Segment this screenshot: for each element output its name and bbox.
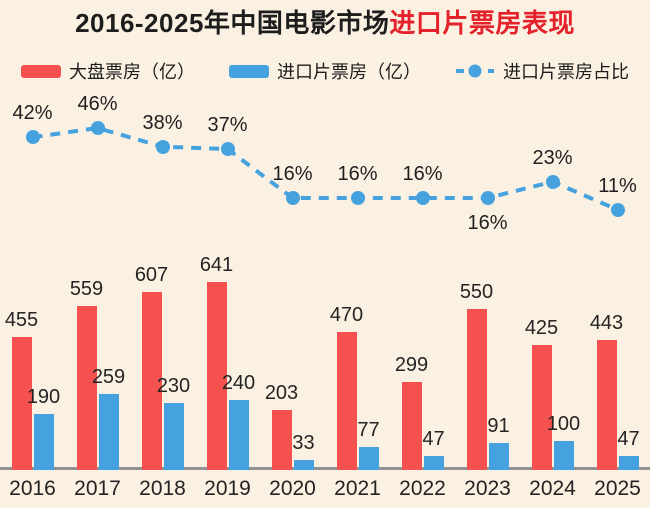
x-axis-line: [0, 467, 650, 470]
share-point-2024: [545, 174, 560, 189]
import-value-label-2018: 230: [156, 374, 191, 397]
year-label-2016: 2016: [9, 477, 56, 500]
import-value-label-2020: 33: [292, 432, 315, 455]
gross-bar-2017: [76, 306, 97, 470]
import-value-label-2017: 259: [91, 366, 126, 389]
import-bar-2022: [423, 456, 444, 470]
gross-bar-2025: [596, 340, 617, 470]
import-bar-2016: [33, 414, 54, 470]
gross-bar-2016: [11, 336, 32, 470]
import-bar-2025: [618, 456, 639, 470]
year-label-2019: 2019: [204, 477, 251, 500]
legend-label-gross: 大盘票房（亿）: [69, 62, 195, 82]
legend-item-gross-boxoffice: 大盘票房（亿）: [21, 58, 195, 84]
share-point-2025: [610, 202, 625, 217]
gross-value-label-2020: 203: [264, 382, 299, 405]
import-value-label-2021: 77: [357, 419, 380, 442]
legend: 大盘票房（亿） 进口片票房（亿） 进口片票房占比: [0, 57, 650, 85]
gross-bar-2023: [466, 308, 487, 470]
gross-bar-2022: [401, 382, 422, 470]
gross-bar-2024: [531, 345, 552, 470]
share-label-2016: 42%: [12, 102, 53, 125]
chart-title: 2016-2025年中国电影市场进口片票房表现: [0, 6, 650, 40]
import-value-label-2016: 190: [26, 386, 61, 409]
year-label-2024: 2024: [529, 477, 576, 500]
year-label-2025: 2025: [594, 477, 641, 500]
import-bar-2021: [358, 447, 379, 470]
year-label-2021: 2021: [334, 477, 381, 500]
share-point-2018: [155, 139, 170, 154]
import-value-label-2019: 240: [221, 371, 256, 394]
chart-title-highlight: 进口片票房表现: [389, 8, 575, 38]
import-value-label-2024: 100: [546, 412, 581, 435]
gross-value-label-2018: 607: [134, 263, 169, 286]
import-bar-2017: [98, 394, 119, 470]
share-point-2022: [415, 190, 430, 205]
gross-value-label-2021: 470: [329, 304, 364, 327]
import-bar-2024: [553, 440, 574, 470]
chart-title-prefix: 2016-2025年中国电影市场: [75, 8, 390, 38]
import-bar-2023: [488, 443, 509, 470]
share-label-2020: 16%: [272, 163, 313, 185]
import-value-label-2023: 91: [487, 415, 510, 438]
gross-value-label-2022: 299: [394, 354, 429, 377]
gross-value-label-2025: 443: [589, 312, 624, 335]
share-label-2018: 38%: [142, 111, 183, 134]
share-point-2021: [350, 190, 365, 205]
share-label-2022: 16%: [402, 163, 443, 185]
year-label-2023: 2023: [464, 477, 511, 500]
legend-item-import-share: 进口片票房占比: [455, 58, 629, 84]
year-label-2020: 2020: [269, 477, 316, 500]
gross-value-label-2016: 455: [4, 308, 39, 331]
year-label-2018: 2018: [139, 477, 186, 500]
share-label-2024: 23%: [532, 146, 573, 169]
year-label-2017: 2017: [74, 477, 121, 500]
share-label-2021: 16%: [337, 163, 378, 185]
gross-bar-2020: [271, 410, 292, 470]
year-label-2022: 2022: [399, 477, 446, 500]
share-point-2019: [220, 141, 235, 156]
share-point-2020: [285, 190, 300, 205]
legend-label-import: 进口片票房（亿）: [277, 62, 421, 82]
gross-bar-2019: [206, 281, 227, 470]
import-value-label-2025: 47: [617, 428, 640, 451]
legend-item-import-boxoffice: 进口片票房（亿）: [229, 58, 421, 84]
legend-label-share: 进口片票房占比: [503, 62, 629, 82]
dashed-line-dot-icon: [455, 64, 495, 78]
import-bar-2019: [228, 399, 249, 470]
blue-bar-swatch-icon: [229, 64, 269, 78]
gross-value-label-2017: 559: [69, 278, 104, 300]
gross-bar-2021: [336, 332, 357, 470]
share-point-2023: [480, 190, 495, 205]
gross-value-label-2023: 550: [459, 280, 494, 303]
gross-bar-2018: [141, 291, 162, 470]
share-label-2025: 11%: [598, 174, 637, 197]
import-value-label-2022: 47: [422, 428, 445, 451]
share-label-2019: 37%: [207, 114, 248, 136]
gross-value-label-2019: 641: [199, 253, 234, 276]
share-label-2017: 46%: [77, 93, 118, 115]
share-point-2016: [25, 130, 40, 145]
share-label-2023: 16%: [467, 212, 508, 234]
gross-value-label-2024: 425: [524, 317, 559, 340]
share-point-2017: [90, 121, 105, 135]
import-bar-2020: [293, 460, 314, 470]
red-bar-swatch-icon: [21, 64, 61, 78]
import-bar-2018: [163, 402, 184, 470]
